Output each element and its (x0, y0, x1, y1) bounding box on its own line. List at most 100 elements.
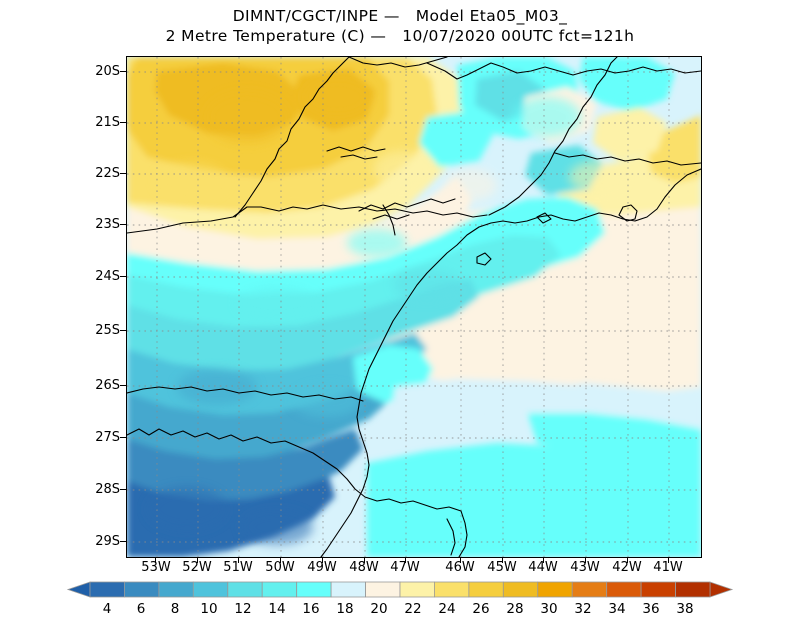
colorbar-label-24: 24 (438, 601, 456, 617)
colorbar-label-28: 28 (506, 601, 524, 617)
y-tick-24s: 24S (95, 269, 120, 284)
x-tickmark-41w (668, 558, 670, 563)
x-tickmark-46w (460, 558, 462, 563)
border-north-1 (127, 204, 488, 234)
colorbar-band-12 (502, 581, 539, 598)
colorbar-label-30: 30 (540, 601, 558, 617)
x-tickmark-53w (155, 558, 157, 563)
colorbar-band-4 (227, 581, 263, 598)
colorbar-label-36: 36 (642, 601, 660, 617)
colorbar-label-16: 16 (302, 601, 320, 617)
colorbar-band-11 (468, 581, 504, 598)
x-tickmark-47w (405, 558, 407, 563)
guanabara-bay (618, 204, 638, 222)
colorbar-label-18: 18 (336, 601, 354, 617)
y-tickmark-25s (120, 330, 126, 332)
coastline-ne (478, 168, 701, 228)
band-south-10-12 (127, 333, 427, 431)
colorbar-band-0 (89, 581, 125, 598)
x-tickmark-48w (364, 558, 366, 563)
river-tiete (418, 198, 456, 204)
colorbar-svg[interactable] (0, 575, 800, 599)
colorbar-band-10 (433, 581, 470, 598)
x-tick-45w: 45W (487, 560, 517, 575)
y-tickmark-29s (120, 541, 126, 543)
x-tick-42w: 42W (612, 560, 642, 575)
x-tick-48w: 48W (349, 560, 379, 575)
reservoir-1 (326, 146, 386, 152)
colorbar-band-1 (124, 581, 160, 598)
colorbar-label-38: 38 (676, 601, 694, 617)
border-mg-rj-east (554, 152, 701, 166)
border-sc-rs (127, 428, 462, 512)
island-2 (536, 212, 552, 224)
x-tick-51w: 51W (223, 560, 253, 575)
temperature-field-svg (127, 57, 701, 557)
chart-title-block: DIMNT/CGCT/INPE — Model Eta05_M03_ 2 Met… (0, 6, 800, 46)
x-tick-53w: 53W (141, 560, 171, 575)
x-tickmark-51w (238, 558, 240, 563)
border-north-3 (426, 62, 701, 80)
y-tick-25s: 25S (95, 323, 120, 338)
colorbar-label-26: 26 (472, 601, 490, 617)
colorbar-label-10: 10 (200, 601, 218, 617)
reservoir-2 (340, 154, 378, 160)
colorbar-label-34: 34 (608, 601, 626, 617)
band-north-yellow-patch (593, 107, 667, 161)
title-line-2: 2 Metre Temperature (C) — 10/07/2020 00U… (165, 27, 635, 45)
y-tickmark-26s (120, 385, 126, 387)
border-north-2 (348, 57, 448, 68)
map-borders-coastline (127, 57, 701, 557)
colorbar-label-32: 32 (574, 601, 592, 617)
y-tick-27s: 27S (95, 430, 120, 445)
x-tickmark-42w (627, 558, 629, 563)
y-tick-28s: 28S (95, 482, 120, 497)
x-tickmark-50w (280, 558, 282, 563)
x-tickmark-52w (197, 558, 199, 563)
band-ocean-south-16-18 (367, 443, 701, 557)
map-gridlines (127, 57, 701, 557)
x-tick-43w: 43W (570, 560, 600, 575)
title-line-1: DIMNT/CGCT/INPE — Model Eta05_M03_ (232, 7, 568, 25)
y-tickmark-22s (120, 173, 126, 175)
colorbar-cap-over (709, 581, 734, 598)
y-tickmark-24s (120, 276, 126, 278)
colorbar-label-14: 14 (268, 601, 286, 617)
colorbar-band-15 (606, 581, 642, 598)
colorbar-band-17 (675, 581, 711, 598)
island-1 (476, 252, 492, 266)
reservoir-3 (358, 202, 420, 212)
reservoir-5 (382, 204, 396, 236)
band-north-cyan-d (419, 111, 493, 167)
border-diagonal (234, 57, 350, 218)
border-sc-pr (127, 386, 364, 402)
temperature-colorbar[interactable]: 4 6 8 10 12 14 16 18 20 22 24 26 28 30 3… (0, 575, 800, 618)
y-tick-23s: 23S (95, 217, 120, 232)
band-ocean-18-20 (391, 379, 701, 429)
x-tickmark-45w (502, 558, 504, 563)
x-tick-46w: 46W (445, 560, 475, 575)
colorbar-label-8: 8 (170, 601, 180, 617)
x-tick-41w: 41W (653, 560, 683, 575)
colorbar-label-4: 4 (102, 601, 112, 617)
colorbar-band-3 (192, 581, 229, 598)
y-tick-20s: 20S (95, 64, 120, 79)
colorbar-label-12: 12 (234, 601, 252, 617)
y-tickmark-23s (120, 224, 126, 226)
border-rj-mg (488, 57, 618, 216)
colorbar-band-7 (330, 581, 366, 598)
colorbar-band-9 (399, 581, 435, 598)
colorbar-band-6 (296, 581, 332, 598)
y-tickmark-28s (120, 489, 126, 491)
colorbar-band-13 (537, 581, 573, 598)
colorbar-band-14 (571, 581, 608, 598)
x-tick-49w: 49W (307, 560, 337, 575)
y-tick-22s: 22S (95, 166, 120, 181)
coastline-sp (364, 226, 480, 382)
y-tick-21s: 21S (95, 115, 120, 130)
x-tick-52w: 52W (182, 560, 212, 575)
x-tick-44w: 44W (528, 560, 558, 575)
colorbar-label-6: 6 (136, 601, 146, 617)
colorbar-band-2 (158, 581, 194, 598)
